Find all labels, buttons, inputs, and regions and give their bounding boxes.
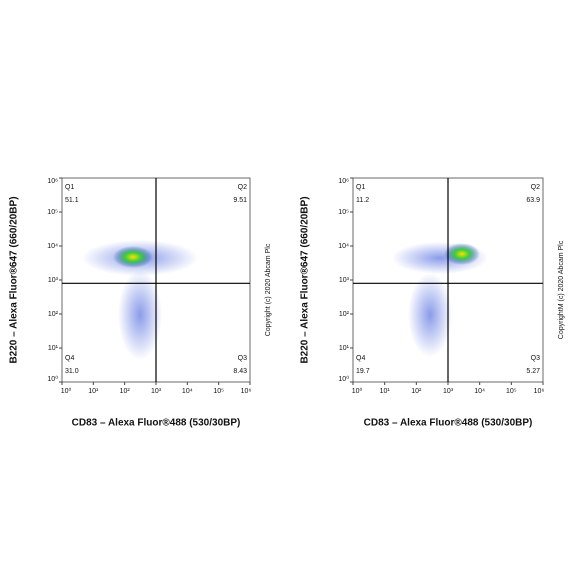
x-tick-label: 10² <box>120 388 131 395</box>
y-tick-label: 10¹ <box>339 345 350 352</box>
y-tick-label: 10³ <box>48 277 59 284</box>
quadrant-name: Q3 <box>238 355 247 362</box>
y-tick-label: 10⁰ <box>338 375 349 383</box>
y-tick-label: 10³ <box>339 277 350 284</box>
quadrant-name: Q1 <box>356 184 365 191</box>
quadrant-percent: 63.9 <box>526 197 540 204</box>
quadrant-name: Q2 <box>531 184 540 191</box>
y-tick-label: 10⁴ <box>47 243 58 250</box>
y-tick-label: 10⁵ <box>338 209 349 216</box>
x-tick-label: 10⁶ <box>241 388 252 395</box>
x-axis-title: CD83 – Alexa Fluor®488 (530/30BP) <box>72 418 241 429</box>
y-tick-label: 10² <box>339 311 350 318</box>
x-tick-label: 10³ <box>151 388 162 395</box>
quadrant-name: Q4 <box>65 355 74 362</box>
quadrant-percent: 5.27 <box>526 368 540 375</box>
y-tick-label: 10⁴ <box>338 243 349 250</box>
event-density <box>82 240 488 360</box>
quadrant-percent: 19.7 <box>356 368 370 375</box>
x-tick-label: 10⁵ <box>213 388 224 395</box>
y-tick-label: 10⁰ <box>47 375 58 383</box>
x-tick-label: 10⁴ <box>182 388 193 395</box>
x-tick-label: 10¹ <box>380 388 391 395</box>
x-tick-label: 10⁵ <box>506 388 517 395</box>
quadrant-name: Q3 <box>531 355 540 362</box>
quadrant-percent: 9.51 <box>233 197 247 204</box>
quadrant-percent: 31.0 <box>65 368 79 375</box>
copyright: Copyright (c) 2020 Abcam Plc <box>265 243 272 336</box>
x-tick-label: 10² <box>411 388 422 395</box>
y-tick-label: 10¹ <box>48 345 59 352</box>
x-tick-label: 10¹ <box>88 388 99 395</box>
x-tick-label: 10⁴ <box>474 388 485 395</box>
y-tick-label: 10⁵ <box>47 209 58 216</box>
x-tick-label: 10³ <box>443 388 454 395</box>
quadrant-name: Q1 <box>65 184 74 191</box>
x-axis-title: CD83 – Alexa Fluor®488 (530/30BP) <box>364 418 533 429</box>
copyright: CopyrightM (c) 2020 Abcam Plc <box>558 240 565 339</box>
quadrant-percent: 51.1 <box>65 197 79 204</box>
quadrant-name: Q2 <box>238 184 247 191</box>
y-tick-label: 10⁶ <box>47 178 58 185</box>
y-tick-label: 10² <box>48 311 59 318</box>
x-tick-label: 10⁶ <box>534 388 545 395</box>
x-tick-label: 10⁰ <box>61 387 72 395</box>
x-tick-label: 10⁰ <box>352 387 363 395</box>
y-tick-label: 10⁶ <box>338 178 349 185</box>
y-axis-title: B220 – Alexa Fluor®647 (660/20BP) <box>9 196 20 363</box>
quadrant-percent: 11.2 <box>356 197 369 204</box>
quadrant-name: Q4 <box>356 355 365 362</box>
quadrant-percent: 8.43 <box>233 368 247 375</box>
y-axis-title: B220 – Alexa Fluor®647 (660/20BP) <box>300 196 311 363</box>
